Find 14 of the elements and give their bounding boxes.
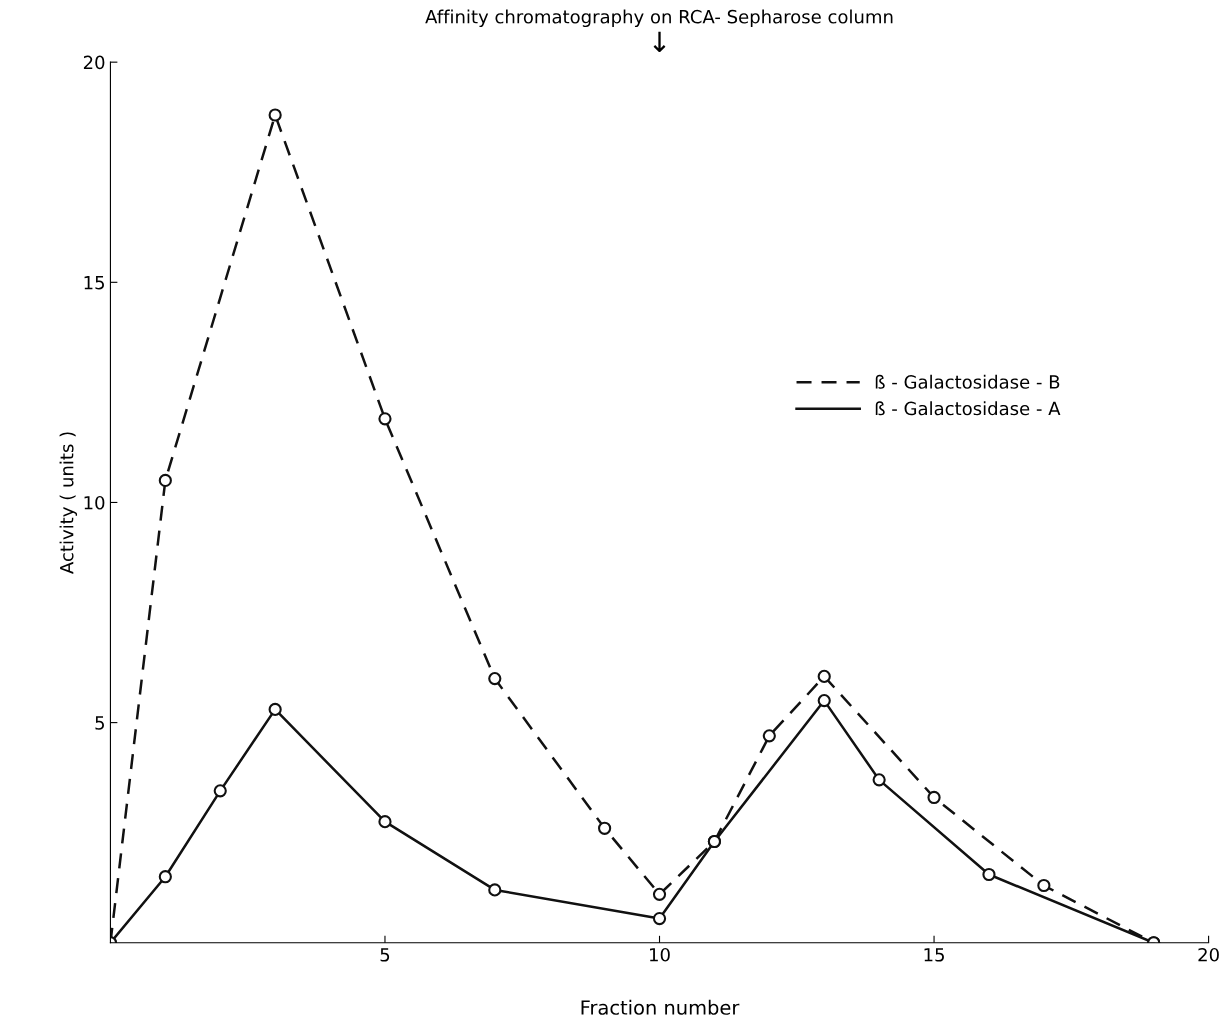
y-axis-title: Activity ( units ) [59, 432, 78, 574]
x-tick-label: 10 [650, 947, 670, 962]
text: ↓ [653, 31, 666, 53]
x-tick-label: 15 [924, 948, 944, 962]
x-tick-label: 20 [1198, 947, 1219, 962]
y-tick-label: 5 [95, 716, 104, 730]
x-tick-label: 5 [380, 948, 390, 962]
chart-title: Affinity chromatography on RCA- Sepharose column [425, 9, 893, 28]
y-tick-label: 15 [84, 276, 104, 290]
y-tick-label: 10 [84, 495, 105, 510]
legend-label: ß - Galactosidase - B [875, 374, 1060, 389]
y-tick-label: 20 [83, 55, 105, 70]
x-axis-title: Fraction number [581, 999, 740, 1015]
legend-label: ß - Galactosidase - A [875, 401, 1061, 416]
